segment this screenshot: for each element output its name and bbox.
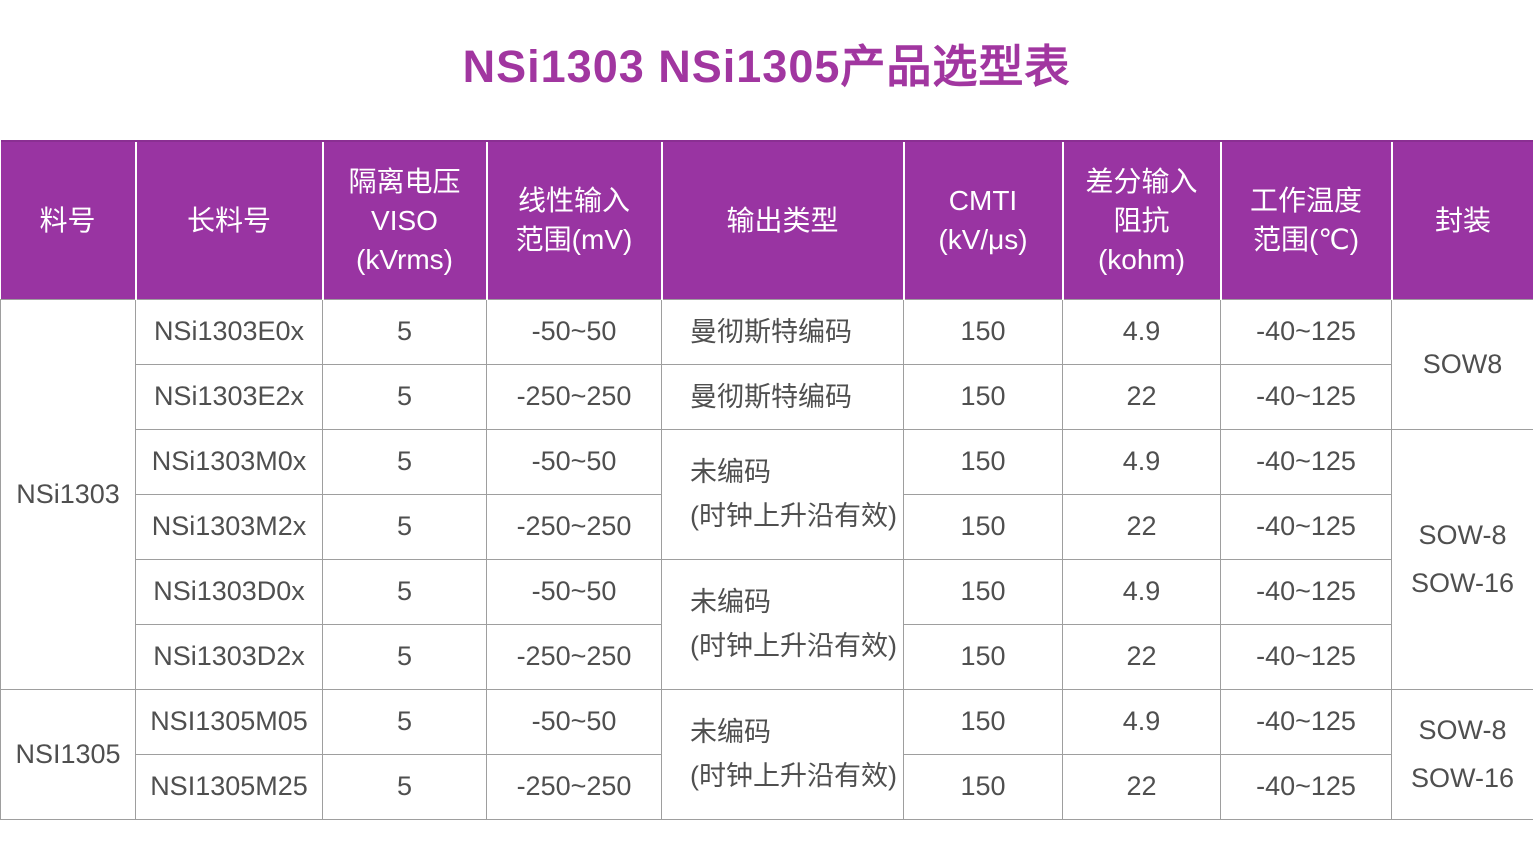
cell-impedance: 4.9: [1062, 688, 1221, 755]
cell-input-range: -50~50: [486, 428, 662, 495]
cell-long-part: NSi1303E0x: [135, 298, 323, 365]
cell-output-type: 未编码 (时钟上升沿有效): [661, 428, 904, 560]
cell-impedance: 22: [1062, 493, 1221, 560]
cell-input-range: -250~250: [486, 623, 662, 690]
cell-cmti: 150: [903, 623, 1063, 690]
table-row: NSi1303 NSi1303E0x 5 -50~50 曼彻斯特编码 150 4…: [0, 298, 1533, 690]
cell-temp-range: -40~125: [1220, 623, 1392, 690]
col-header-cmti: CMTI (kV/μs): [902, 140, 1063, 299]
cell-viso: 5: [322, 688, 487, 755]
cell-input-range: -50~50: [486, 558, 662, 625]
table-row: NSi1303M0x 5 -50~50 未编码 (时钟上升沿有效) 150 4.…: [1, 428, 1533, 690]
cell-package-sow8-sow16: SOW-8 SOW-16: [1391, 688, 1533, 820]
cell-temp-range: -40~125: [1220, 493, 1392, 560]
cell-long-part: NSi1303M0x: [135, 428, 323, 495]
cell-cmti: 150: [903, 493, 1063, 560]
cell-temp-range: -40~125: [1220, 298, 1392, 365]
table-row: NSi1303D0x 5 -50~50 未编码 (时钟上升沿有效) 150 4.…: [1, 558, 1533, 690]
cell-long-part: NSI1305M25: [135, 753, 323, 820]
cell-impedance: 4.9: [1062, 558, 1221, 625]
cell-long-part: NSi1303D0x: [135, 558, 323, 625]
cell-package-sow8-sow16: SOW-8 SOW-16: [1391, 428, 1533, 690]
cell-viso: 5: [322, 623, 487, 690]
cell-viso: 5: [322, 363, 487, 430]
cell-input-range: -250~250: [486, 493, 662, 560]
cell-cmti: 150: [903, 363, 1063, 430]
table-row: NSi1303E2x 5 -250~250 曼彻斯特编码 150 22 -40~…: [1, 363, 1533, 430]
cell-cmti: 150: [903, 688, 1063, 755]
cell-output-type: 曼彻斯特编码: [661, 363, 904, 430]
col-header-linear-input-range: 线性输入 范围(mV): [485, 140, 662, 299]
cell-impedance: 22: [1062, 623, 1221, 690]
cell-temp-range: -40~125: [1220, 428, 1392, 495]
cell-input-range: -250~250: [486, 363, 662, 430]
cell-viso: 5: [322, 753, 487, 820]
table-row: NSi1303M2x 5 -250~250 150 22 -40~125: [1, 493, 1533, 560]
cell-output-type: 曼彻斯特编码: [661, 298, 904, 365]
header-row: 料号 长料号 隔离电压 VISO (kVrms) 线性输入 范围(mV) 输出类…: [0, 140, 1533, 299]
cell-temp-range: -40~125: [1220, 558, 1392, 625]
col-header-long-part-number: 长料号: [134, 140, 323, 299]
col-header-output-type: 输出类型: [660, 140, 904, 299]
cell-input-range: -50~50: [486, 298, 662, 365]
col-header-differential-input-impedance: 差分输入 阻抗 (kohm): [1061, 140, 1221, 299]
cell-cmti: 150: [903, 428, 1063, 495]
cell-cmti: 150: [903, 753, 1063, 820]
col-header-operating-temp-range: 工作温度 范围(℃): [1219, 140, 1392, 299]
cell-temp-range: -40~125: [1220, 688, 1392, 755]
table-row: NSi1303D2x 5 -250~250 150 22 -40~125: [1, 623, 1533, 690]
cell-long-part: NSi1303M2x: [135, 493, 323, 560]
cell-temp-range: -40~125: [1220, 363, 1392, 430]
cell-impedance: 22: [1062, 753, 1221, 820]
table-row: NSI1305M25 5 -250~250 150 22 -40~125: [1, 753, 1533, 820]
cell-long-part: NSi1303E2x: [135, 363, 323, 430]
page-title: NSi1303 NSi1305产品选型表: [462, 41, 1071, 92]
col-header-part-number: 料号: [0, 140, 136, 299]
cell-viso: 5: [322, 428, 487, 495]
cell-impedance: 4.9: [1062, 298, 1221, 365]
cell-output-type: 未编码 (时钟上升沿有效): [661, 558, 904, 690]
cell-temp-range: -40~125: [1220, 753, 1392, 820]
cell-part-group-nsi1305: NSI1305: [0, 688, 136, 820]
cell-input-range: -250~250: [486, 753, 662, 820]
cell-impedance: 22: [1062, 363, 1221, 430]
cell-long-part: NSi1303D2x: [135, 623, 323, 690]
product-selection-table: 料号 长料号 隔离电压 VISO (kVrms) 线性输入 范围(mV) 输出类…: [0, 140, 1533, 820]
col-header-package: 封装: [1390, 140, 1533, 299]
table-row: NSI1305 NSI1305M05 5 -50~50 未编码 (时钟上升沿有效…: [0, 688, 1533, 820]
cell-impedance: 4.9: [1062, 428, 1221, 495]
cell-output-type: 未编码 (时钟上升沿有效): [661, 688, 904, 820]
cell-input-range: -50~50: [486, 688, 662, 755]
cell-viso: 5: [322, 298, 487, 365]
cell-cmti: 150: [903, 558, 1063, 625]
col-header-isolation-voltage: 隔离电压 VISO (kVrms): [321, 140, 487, 299]
cell-long-part: NSI1305M05: [135, 688, 323, 755]
cell-viso: 5: [322, 493, 487, 560]
cell-package-sow8: SOW8: [1391, 298, 1533, 430]
cell-viso: 5: [322, 558, 487, 625]
cell-cmti: 150: [903, 298, 1063, 365]
cell-part-group-nsi1303: NSi1303: [0, 298, 136, 690]
